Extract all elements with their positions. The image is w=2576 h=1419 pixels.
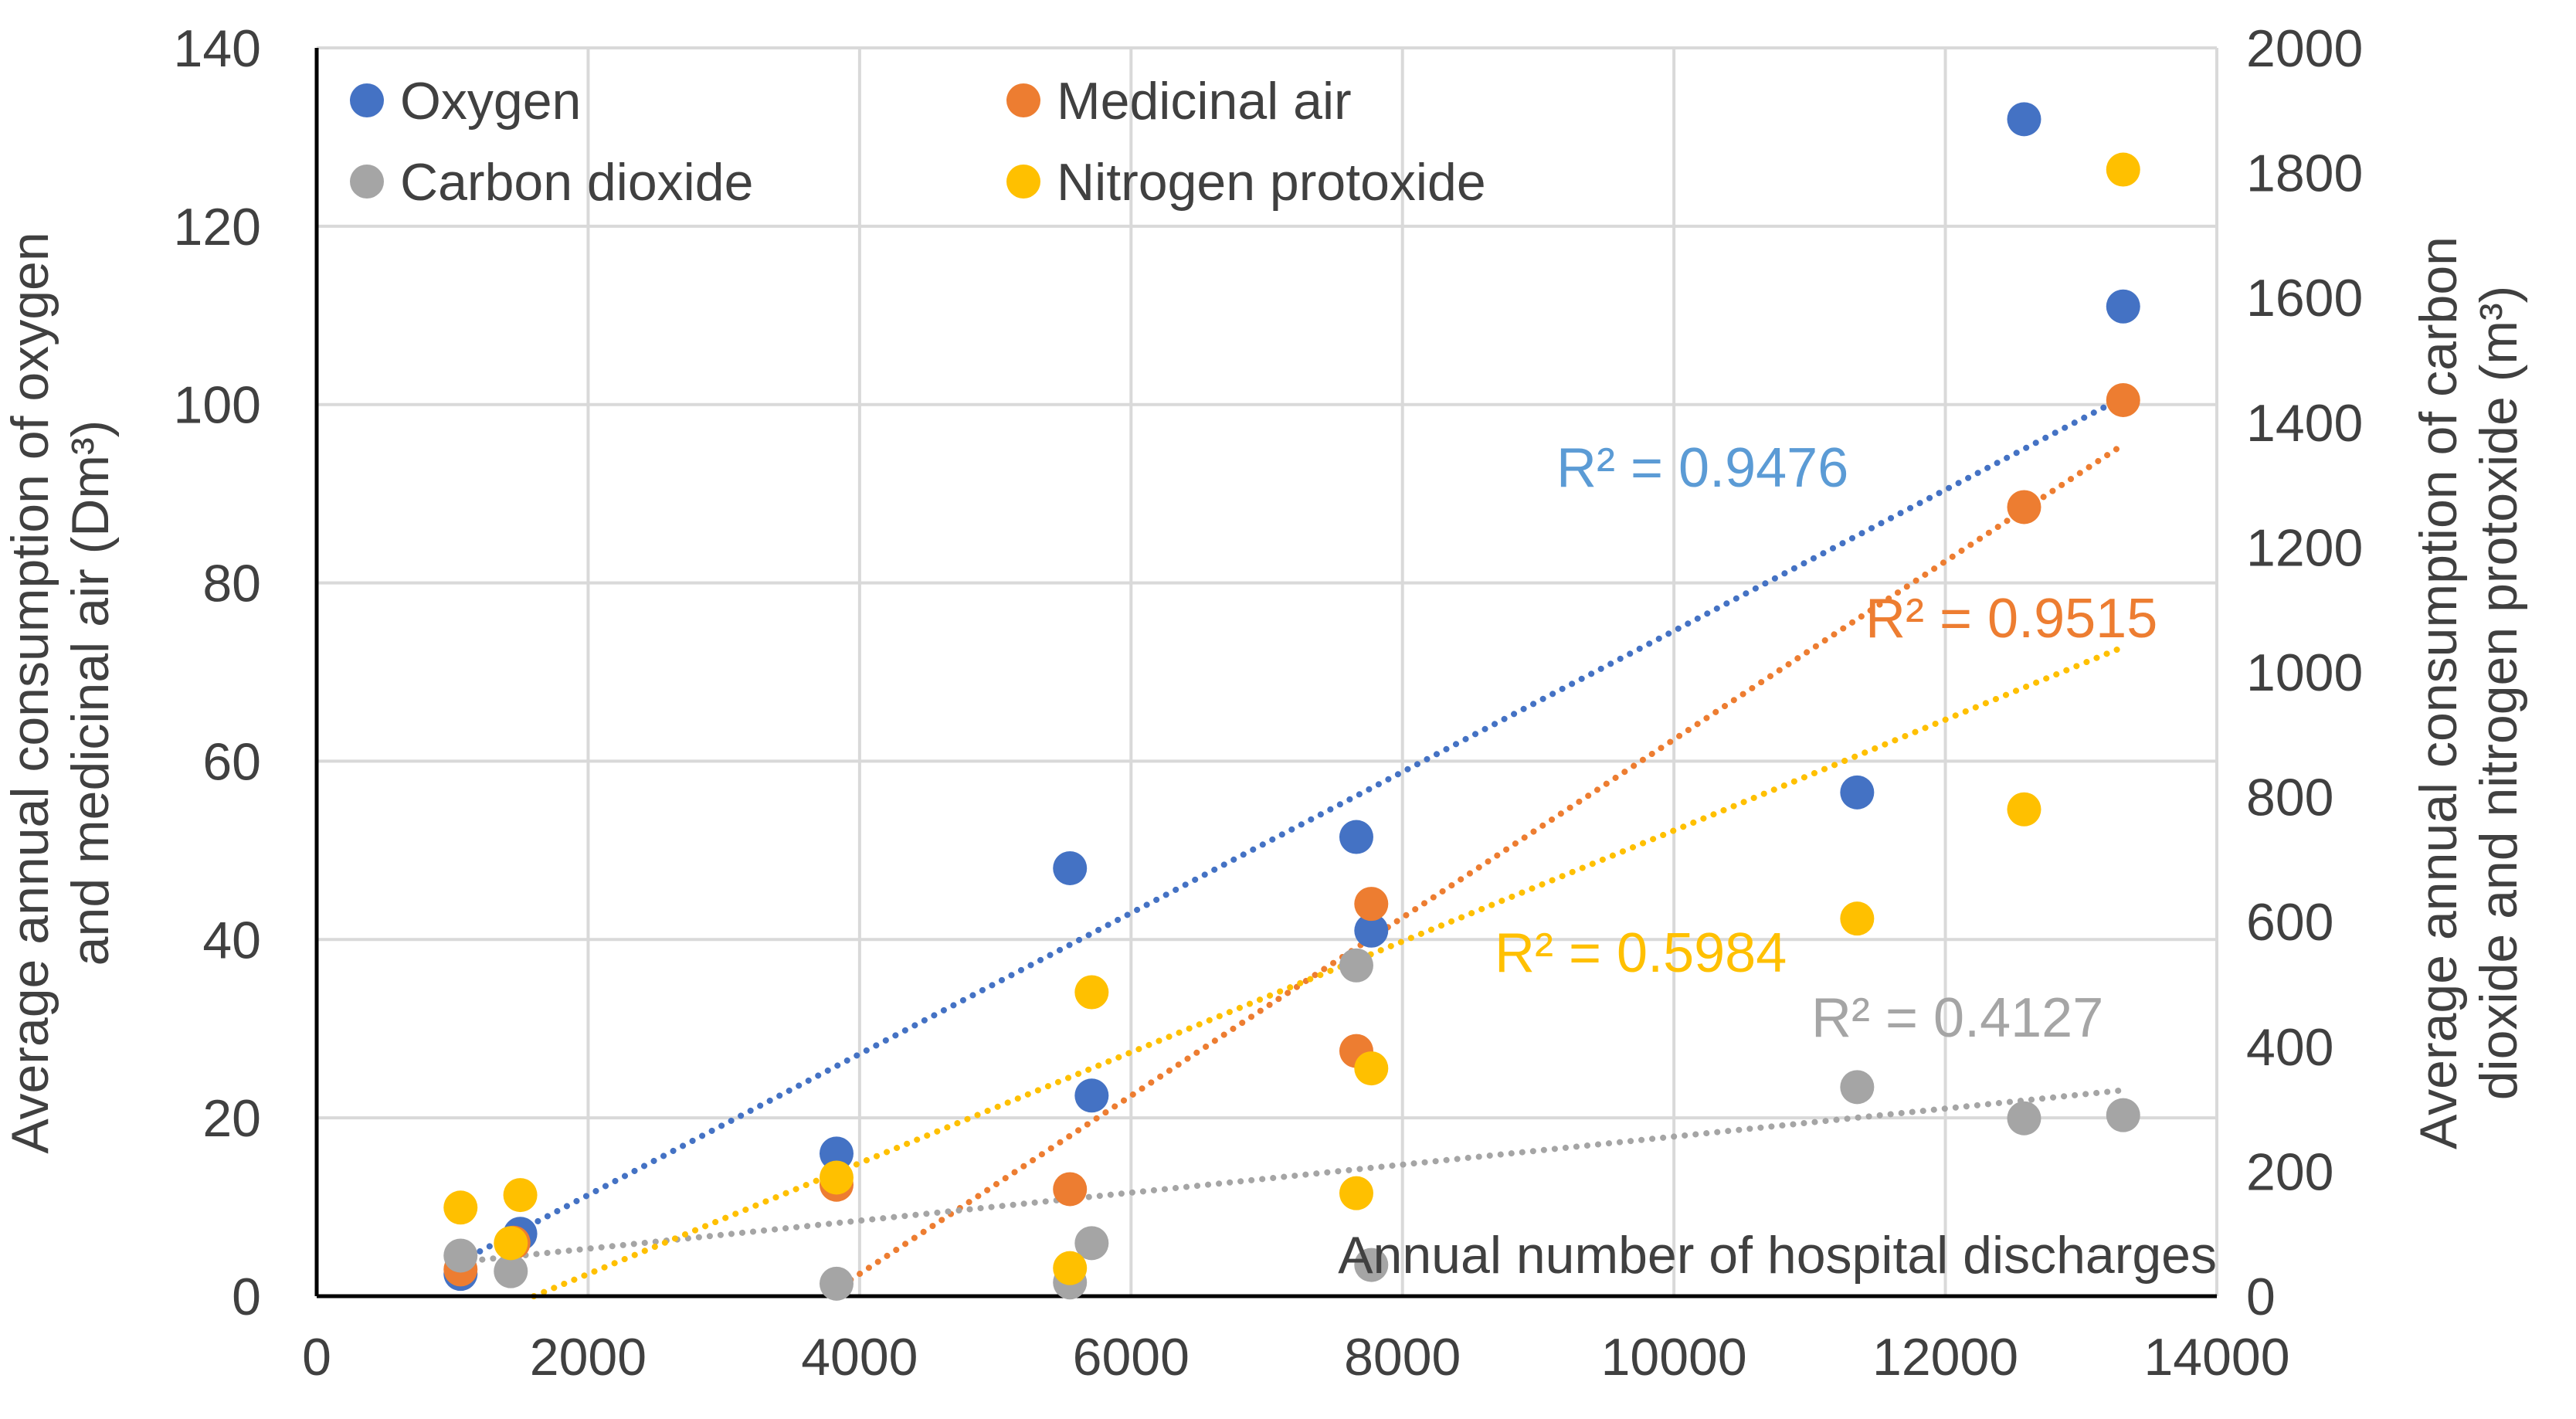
point-carbon-dioxide (1840, 1070, 1875, 1105)
y-right-tick-label: 200 (2246, 1142, 2333, 1201)
x-tick-label: 0 (302, 1328, 331, 1387)
point-nitrogen-protoxide (2106, 152, 2140, 187)
legend-label-carbon-dioxide: Carbon dioxide (400, 153, 753, 212)
y-left-tick-label: 80 (202, 555, 261, 613)
legend-marker-nitrogen-protoxide (1006, 165, 1040, 199)
point-carbon-dioxide (2007, 1101, 2041, 1136)
point-medicinal-air (1354, 887, 1389, 922)
point-carbon-dioxide (1339, 948, 1373, 983)
r2-label-medicinal-air: R² = 0.9515 (1865, 588, 2157, 650)
point-oxygen (1074, 1078, 1109, 1113)
y-left-tick-label: 60 (202, 732, 261, 791)
y-left-tick-label: 100 (174, 376, 261, 435)
x-tick-label: 6000 (1073, 1328, 1190, 1387)
point-nitrogen-protoxide (494, 1226, 528, 1261)
trendlines (457, 394, 2126, 1299)
point-oxygen (1840, 775, 1875, 810)
axes: 0 2000 4000 6000 8000 10000 12000 1400002040608… (174, 19, 2364, 1387)
x-tick-label: 8000 (1344, 1328, 1461, 1387)
point-nitrogen-protoxide (503, 1178, 538, 1213)
x-tick-label: 4000 (801, 1328, 918, 1387)
y-right-tick-label: 400 (2246, 1018, 2333, 1077)
point-nitrogen-protoxide (819, 1160, 854, 1195)
y-axis-right-title-line2: dioxide and nitrogen protoxide (m³) (2469, 286, 2528, 1101)
y-axis-right-title: Average annual consumption of carbon dio… (2409, 236, 2528, 1149)
legend-marker-carbon-dioxide (350, 165, 384, 199)
y-left-tick-label: 120 (174, 198, 261, 256)
gridlines (317, 46, 2218, 1296)
point-nitrogen-protoxide (1074, 975, 1109, 1010)
x-tick-label: 12000 (1872, 1328, 2018, 1387)
x-tick-label: 10000 (1601, 1328, 1747, 1387)
y-axis-left-title-line1: Average annual consumption of oxygen (1, 232, 59, 1153)
trendline-oxygen (457, 394, 2126, 1265)
point-oxygen (1339, 820, 1373, 854)
legend-marker-oxygen (350, 83, 384, 117)
y-right-tick-label: 2000 (2246, 19, 2363, 78)
point-carbon-dioxide (1354, 1248, 1389, 1282)
y-right-tick-label: 0 (2246, 1268, 2276, 1326)
y-right-tick-label: 800 (2246, 769, 2333, 827)
trendline-medicinal-air (829, 441, 2126, 1295)
point-carbon-dioxide (1074, 1226, 1109, 1261)
point-carbon-dioxide (819, 1266, 854, 1301)
point-nitrogen-protoxide (1840, 901, 1875, 936)
legend-label-oxygen: Oxygen (400, 72, 581, 131)
y-left-tick-label: 20 (202, 1089, 261, 1148)
point-oxygen (2007, 102, 2041, 137)
x-tick-label: 2000 (530, 1328, 647, 1387)
trendline-carbon-dioxide (457, 1087, 2126, 1265)
point-oxygen (819, 1136, 854, 1171)
r2-label-oxygen: R² = 0.9476 (1556, 437, 1848, 499)
y-left-tick-label: 140 (174, 19, 261, 78)
point-carbon-dioxide (494, 1254, 528, 1288)
y-right-tick-label: 1400 (2246, 394, 2363, 453)
y-left-tick-label: 0 (232, 1268, 261, 1326)
point-medicinal-air (2106, 382, 2140, 417)
point-carbon-dioxide (443, 1238, 478, 1273)
point-nitrogen-protoxide (2007, 792, 2041, 827)
y-left-tick-label: 40 (202, 911, 261, 969)
data-points (443, 102, 2140, 1301)
point-oxygen (2106, 289, 2140, 324)
y-axis-left-title-line2: and medicinal air (Dm³) (61, 420, 120, 966)
trendline-nitrogen-protoxide (531, 643, 2126, 1299)
y-right-tick-label: 1000 (2246, 643, 2363, 702)
r2-label-carbon-dioxide: R² = 0.4127 (1811, 987, 2103, 1049)
r2-label-nitrogen-protoxide: R² = 0.5984 (1495, 922, 1787, 984)
x-tick-label: 14000 (2143, 1328, 2289, 1387)
point-medicinal-air (1053, 1172, 1088, 1207)
y-axis-left-title: Average annual consumption of oxygen and… (1, 232, 120, 1153)
point-nitrogen-protoxide (1339, 1176, 1373, 1210)
point-medicinal-air (2007, 490, 2041, 524)
legend-marker-medicinal-air (1006, 83, 1040, 117)
y-right-tick-label: 1800 (2246, 144, 2363, 203)
legend-label-nitrogen-protoxide: Nitrogen protoxide (1057, 153, 1486, 212)
x-axis-title: Annual number of hospital discharges (1338, 1226, 2217, 1285)
y-axis-right-title-line1: Average annual consumption of carbon (2409, 236, 2468, 1149)
point-nitrogen-protoxide (1354, 1051, 1389, 1086)
y-right-tick-label: 1600 (2246, 269, 2363, 328)
point-nitrogen-protoxide (1053, 1251, 1088, 1285)
point-nitrogen-protoxide (443, 1190, 478, 1225)
point-carbon-dioxide (2106, 1098, 2140, 1132)
point-oxygen (1053, 850, 1088, 885)
y-right-tick-label: 1200 (2246, 518, 2363, 577)
point-oxygen (1354, 913, 1389, 948)
legend-label-medicinal-air: Medicinal air (1057, 72, 1352, 131)
labels: Annual number of hospital discharges Ave… (1, 72, 2528, 1285)
y-right-tick-label: 600 (2246, 893, 2333, 952)
legend: Oxygen Medicinal air Carbon dioxide Nitr… (350, 72, 1486, 212)
